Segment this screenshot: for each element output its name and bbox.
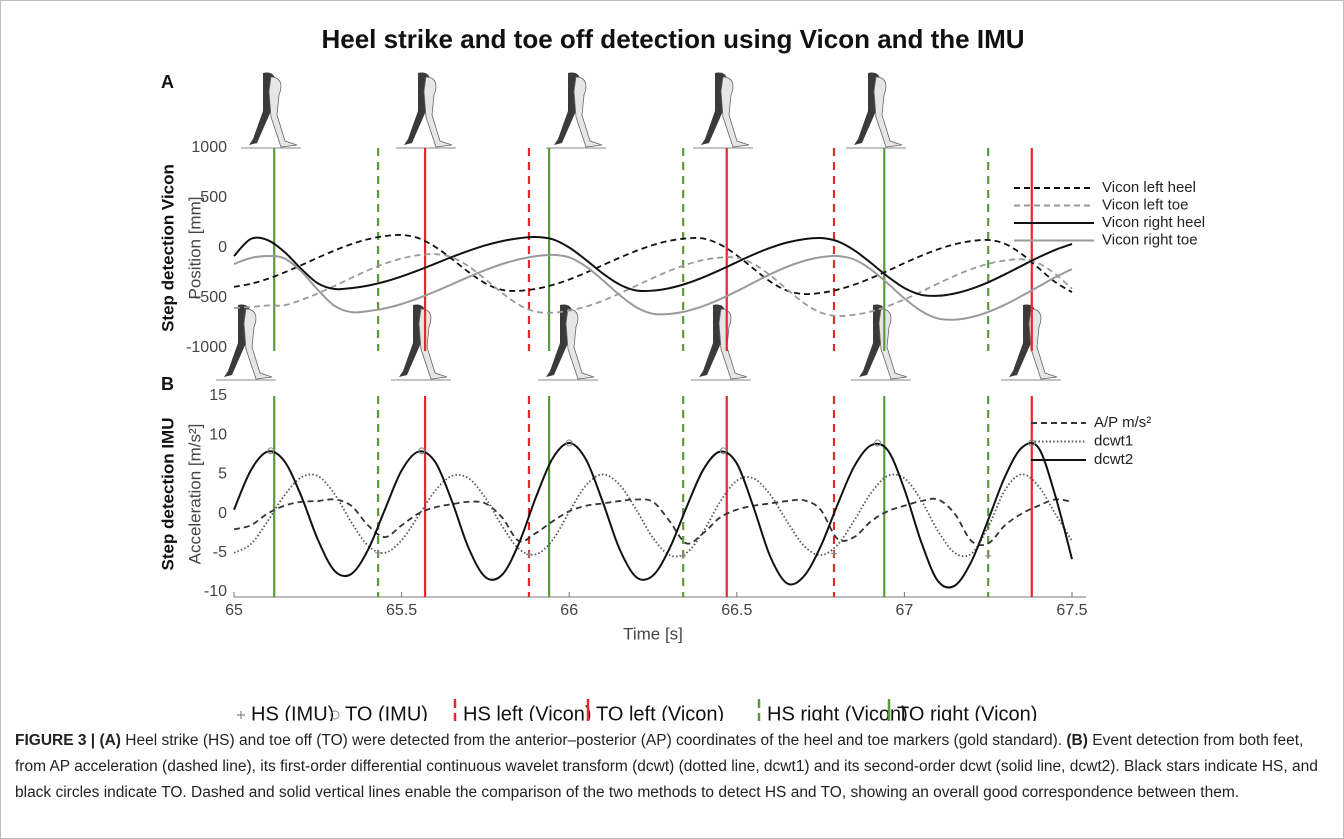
x-tick-label: 67: [896, 602, 914, 619]
legend-label: TO left (Vicon): [596, 703, 724, 721]
walking-figure: [546, 73, 606, 149]
legend-label: Vicon right heel: [1102, 214, 1205, 231]
walking-figure: [851, 305, 911, 381]
walking-figure: [693, 73, 753, 149]
x-tick-label: 67.5: [1056, 602, 1087, 619]
y-tick-label: 15: [209, 387, 227, 404]
caption: FIGURE 3 | (A) Heel strike (HS) and toe …: [15, 728, 1331, 806]
figure-page: Heel strike and toe off detection using …: [0, 0, 1344, 839]
series-line: [234, 254, 1072, 316]
x-tick-label: 65: [225, 602, 243, 619]
imu-marker: [831, 551, 837, 557]
y-tick-label: -5: [213, 544, 227, 561]
imu-marker: [985, 553, 991, 559]
panel-group-label: Step detection Vicon: [158, 164, 177, 332]
legend-label: HS right (Vicon): [767, 703, 908, 721]
x-tick-label: 66: [560, 602, 578, 619]
y-tick-label: -10: [204, 583, 227, 600]
series-line: [234, 235, 1072, 294]
y-tick-label: 0: [218, 505, 227, 522]
y-axis-label: Position [mm]: [185, 197, 204, 300]
x-tick-label: 65.5: [386, 602, 417, 619]
legend-label: A/P m/s²: [1094, 414, 1151, 431]
legend-label: dcwt1: [1094, 432, 1133, 449]
x-tick-label: 66.5: [721, 602, 752, 619]
caption-label: (B): [1066, 732, 1088, 749]
panel-label: B: [161, 374, 174, 394]
legend-label: Vicon left heel: [1102, 179, 1196, 196]
legend-label: TO (IMU): [345, 703, 428, 721]
figure-title: Heel strike and toe off detection using …: [321, 24, 1024, 54]
panel-group-label: Step detection IMU: [158, 417, 177, 570]
caption-label: (A): [99, 732, 121, 749]
y-tick-label: -500: [195, 289, 227, 306]
walking-figure: [691, 305, 751, 381]
series-line: [234, 443, 1072, 588]
legend-symbol: [237, 711, 245, 719]
walking-figure: [391, 305, 451, 381]
figure: Heel strike and toe off detection using …: [1, 1, 1344, 721]
y-tick-label: 10: [209, 426, 227, 443]
walking-figure: [241, 73, 301, 149]
y-tick-label: -1000: [186, 339, 227, 356]
legend-label: dcwt2: [1094, 451, 1133, 468]
walking-figure: [846, 73, 906, 149]
caption-figure: FIGURE 3 |: [15, 732, 95, 749]
caption-text: Heel strike (HS) and toe off (TO) were d…: [125, 732, 1062, 749]
walking-figures: [216, 73, 1061, 381]
y-tick-label: 500: [200, 189, 227, 206]
legend-label: TO right (Vicon): [897, 703, 1037, 721]
y-tick-label: 0: [218, 239, 227, 256]
legend-label: Vicon left toe: [1102, 196, 1188, 213]
y-tick-label: 1000: [191, 139, 227, 156]
y-axis-label: Acceleration [m/s²]: [185, 424, 204, 565]
walking-figure: [396, 73, 456, 149]
imu-marker: [375, 550, 381, 556]
x-axis-label: Time [s]: [623, 624, 683, 643]
legend-label: Vicon right toe: [1102, 231, 1198, 248]
y-tick-label: 5: [218, 466, 227, 483]
imu-marker: [680, 553, 686, 559]
legend-label: HS (IMU): [251, 703, 334, 721]
legend-label: HS left (Vicon): [463, 703, 592, 721]
imu-marker: [526, 551, 532, 557]
panel-label: A: [161, 72, 174, 92]
series-line: [234, 499, 1072, 545]
walking-figure: [538, 305, 598, 381]
series-line: [234, 474, 1072, 556]
